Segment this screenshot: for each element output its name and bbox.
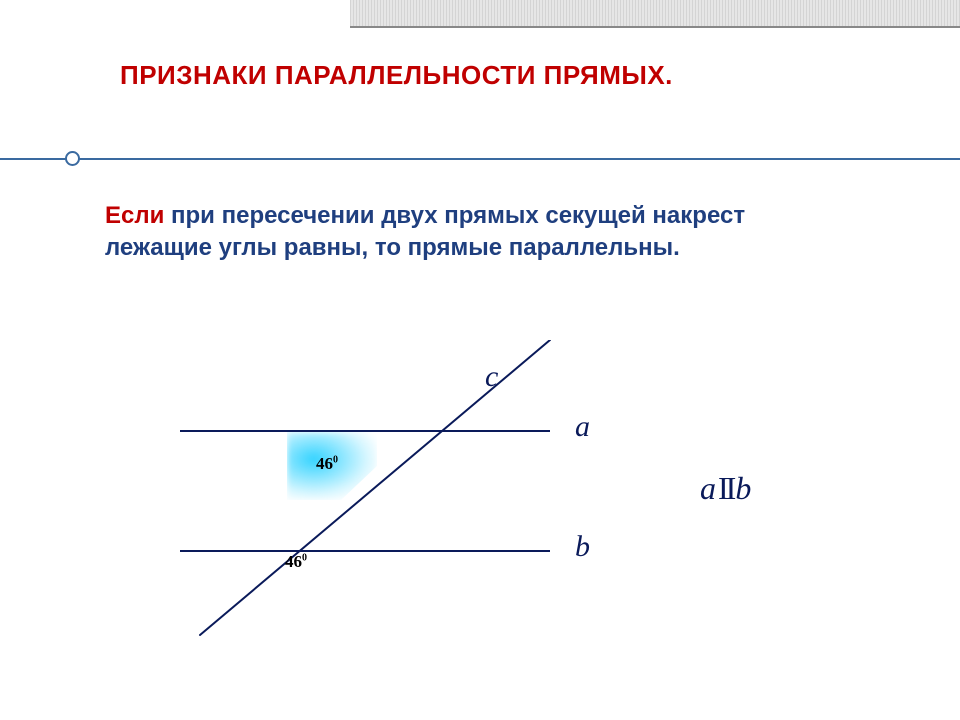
decorative-top-border (350, 0, 960, 28)
page-title: ПРИЗНАКИ ПАРАЛЛЕЛЬНОСТИ ПРЯМЫХ. (120, 60, 673, 91)
angle2-sup: 0 (302, 552, 307, 563)
angle1-sup: 0 (333, 454, 338, 465)
angle2-value: 46 (285, 552, 302, 571)
line-c-svg (120, 340, 640, 660)
horizontal-rule (0, 158, 960, 160)
angle-label-1: 460 (316, 454, 338, 474)
result-a: a (700, 470, 716, 506)
theorem-body: при пересечении двух прямых секущей накр… (105, 202, 745, 261)
angle1-value: 46 (316, 454, 333, 473)
angle-label-2: 460 (285, 552, 307, 572)
label-b: b (575, 530, 590, 564)
label-c: c (485, 360, 498, 394)
result-b: b (735, 470, 751, 506)
label-a: a (575, 410, 590, 444)
result-expression: aIIb (700, 470, 751, 507)
horizontal-rule-node (65, 151, 80, 166)
theorem-text: Если при пересечении двух прямых секущей… (105, 200, 825, 265)
parallel-bars: II (716, 470, 735, 506)
geometry-diagram: c a b 460 460 (120, 340, 640, 660)
theorem-lead: Если (105, 202, 164, 229)
